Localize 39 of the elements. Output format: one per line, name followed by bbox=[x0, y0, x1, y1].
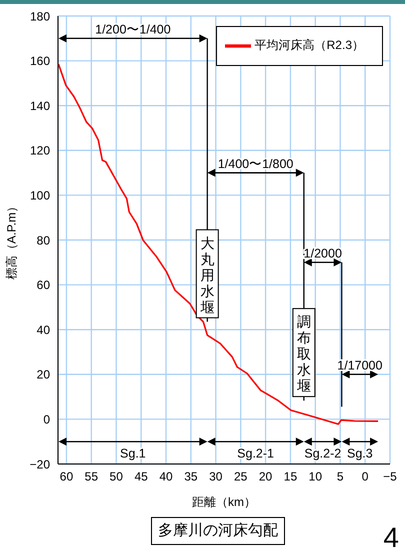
y-tick-label: 140 bbox=[30, 98, 50, 113]
annotation: 1/200〜1/400 bbox=[95, 22, 171, 36]
x-tick-label: 45 bbox=[134, 470, 148, 484]
annotation: 1/2000 bbox=[304, 246, 342, 260]
x-tick-label: 25 bbox=[234, 470, 248, 484]
annotation: 1/400〜1/800 bbox=[218, 156, 294, 171]
x-tick-label: 15 bbox=[284, 470, 298, 484]
x-tick-label: 0 bbox=[362, 470, 369, 484]
x-tick-label: 50 bbox=[110, 470, 124, 484]
y-tick-label: 40 bbox=[36, 322, 50, 337]
x-tick-label: −5 bbox=[383, 470, 398, 484]
annotation: Sg.1 bbox=[120, 446, 146, 461]
legend-label: 平均河床高（R2.3） bbox=[254, 38, 364, 52]
y-tick-label: 60 bbox=[36, 278, 50, 292]
annotation: Sg.2-2 bbox=[304, 446, 342, 461]
x-tick-label: 55 bbox=[84, 470, 98, 484]
x-tick-label: 30 bbox=[209, 470, 223, 484]
y-tick-label: 0 bbox=[43, 412, 50, 426]
y-tick-label: 180 bbox=[30, 9, 50, 24]
y-tick-label: 80 bbox=[36, 233, 50, 248]
x-tick-label: 60 bbox=[60, 470, 74, 484]
y-tick-label: 120 bbox=[30, 144, 50, 158]
x-axis-title: 距離（km） bbox=[192, 495, 256, 509]
ref-line-label: 調布取水堰 bbox=[296, 314, 311, 394]
text: 4 bbox=[383, 522, 399, 554]
annotation: Sg.2-1 bbox=[237, 446, 274, 461]
x-tick-label: 5 bbox=[336, 470, 344, 484]
y-tick-label: 100 bbox=[30, 188, 50, 202]
text: 多摩川の河床勾配 bbox=[151, 517, 285, 545]
annotation: Sg.3 bbox=[347, 446, 373, 461]
y-tick-label: 20 bbox=[36, 368, 50, 382]
x-tick-label: 40 bbox=[159, 470, 174, 484]
x-tick-label: 20 bbox=[258, 470, 273, 484]
ref-line-label: 大丸用水堰 bbox=[199, 234, 214, 315]
x-tick-label: 10 bbox=[308, 470, 322, 484]
y-tick-label: 160 bbox=[30, 54, 50, 68]
y-axis-title: 標高（A.P.m） bbox=[4, 200, 18, 280]
x-tick-label: 35 bbox=[184, 470, 198, 484]
y-tick-label: −20 bbox=[30, 457, 50, 472]
